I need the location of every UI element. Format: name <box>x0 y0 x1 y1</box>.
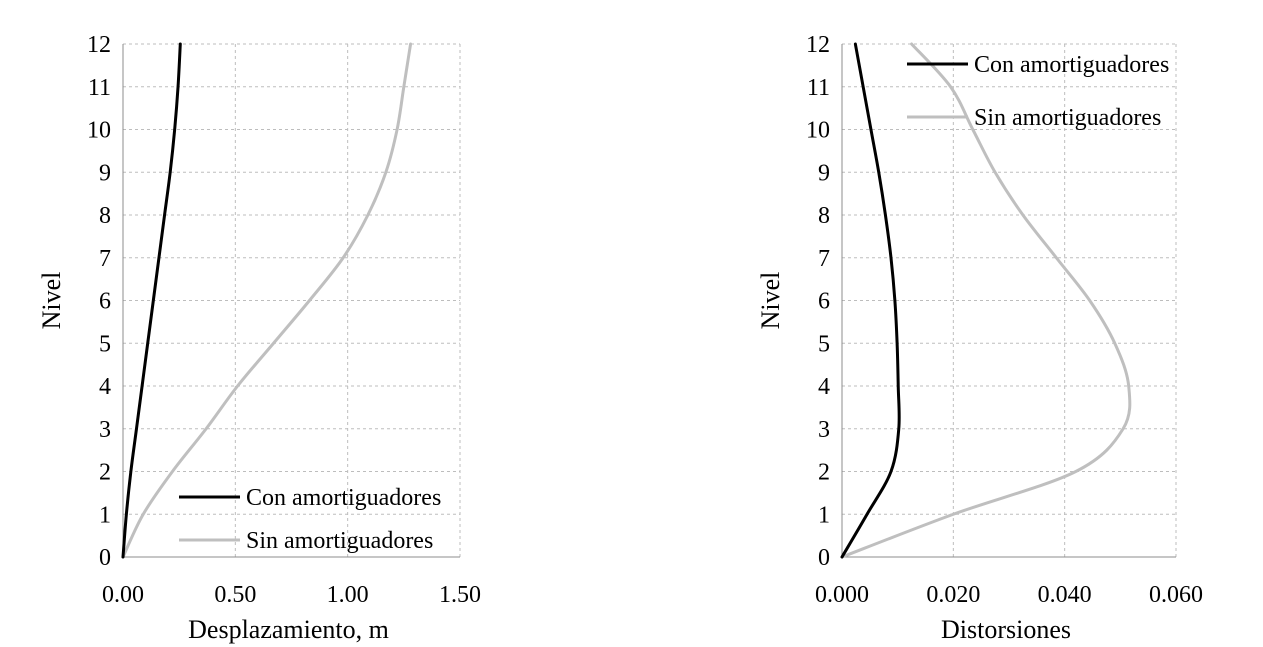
y-tick-label: 9 <box>99 160 111 186</box>
y-tick-label: 11 <box>807 75 830 101</box>
y-tick-label: 10 <box>87 118 111 144</box>
legend: Con amortiguadores Sin amortiguadores <box>179 485 441 554</box>
gridlines <box>123 43 461 557</box>
y-tick-label: 8 <box>818 203 830 229</box>
y-tick-label: 3 <box>818 417 830 443</box>
y-tick-label: 0 <box>818 545 830 571</box>
legend-label: Con amortiguadores <box>246 485 441 511</box>
x-tick-label: 0.000 <box>815 582 869 608</box>
y-axis-label: Nivel <box>756 272 785 330</box>
y-tick-label: 9 <box>818 160 830 186</box>
legend-label: Con amortiguadores <box>974 52 1169 78</box>
y-tick-label: 12 <box>87 32 111 58</box>
y-tick-label: 8 <box>99 203 111 229</box>
legend-label: Sin amortiguadores <box>246 528 433 554</box>
series-line-con-amortiguadores <box>840 42 901 559</box>
series-line-sin-amortiguadores <box>121 42 413 559</box>
y-tick-label: 5 <box>99 331 111 357</box>
x-axis-label: Desplazamiento, m <box>188 615 389 644</box>
y-tick-label: 1 <box>99 502 111 528</box>
y-tick-label: 0 <box>99 545 111 571</box>
series-line-con-amortiguadores <box>121 42 182 559</box>
legend-label: Sin amortiguadores <box>974 105 1161 131</box>
y-tick-label: 4 <box>818 374 830 400</box>
x-tick-label: 0.040 <box>1038 582 1092 608</box>
x-tick-label: 0.00 <box>102 582 144 608</box>
x-tick-label: 1.50 <box>439 582 481 608</box>
y-tick-label: 2 <box>99 460 111 486</box>
y-tick-label: 4 <box>99 374 111 400</box>
x-axis-label: Distorsiones <box>941 615 1071 644</box>
x-tick-label: 0.060 <box>1149 582 1203 608</box>
y-tick-label: 5 <box>818 331 830 357</box>
y-tick-label: 6 <box>99 289 111 315</box>
y-tick-label: 7 <box>99 246 111 272</box>
y-tick-label: 1 <box>818 502 830 528</box>
y-tick-label: 3 <box>99 417 111 443</box>
y-tick-label: 6 <box>818 289 830 315</box>
y-axis-label: Nivel <box>37 272 66 330</box>
y-tick-label: 11 <box>88 75 111 101</box>
y-tick-label: 10 <box>806 118 830 144</box>
y-tick-label: 2 <box>818 460 830 486</box>
x-tick-label: 0.50 <box>214 582 256 608</box>
legend: Con amortiguadores Sin amortiguadores <box>907 52 1169 131</box>
x-tick-label: 0.020 <box>926 582 980 608</box>
series-line-sin-amortiguadores <box>840 42 1132 559</box>
y-tick-label: 7 <box>818 246 830 272</box>
y-tick-label: 12 <box>806 32 830 58</box>
x-tick-label: 1.00 <box>327 582 369 608</box>
